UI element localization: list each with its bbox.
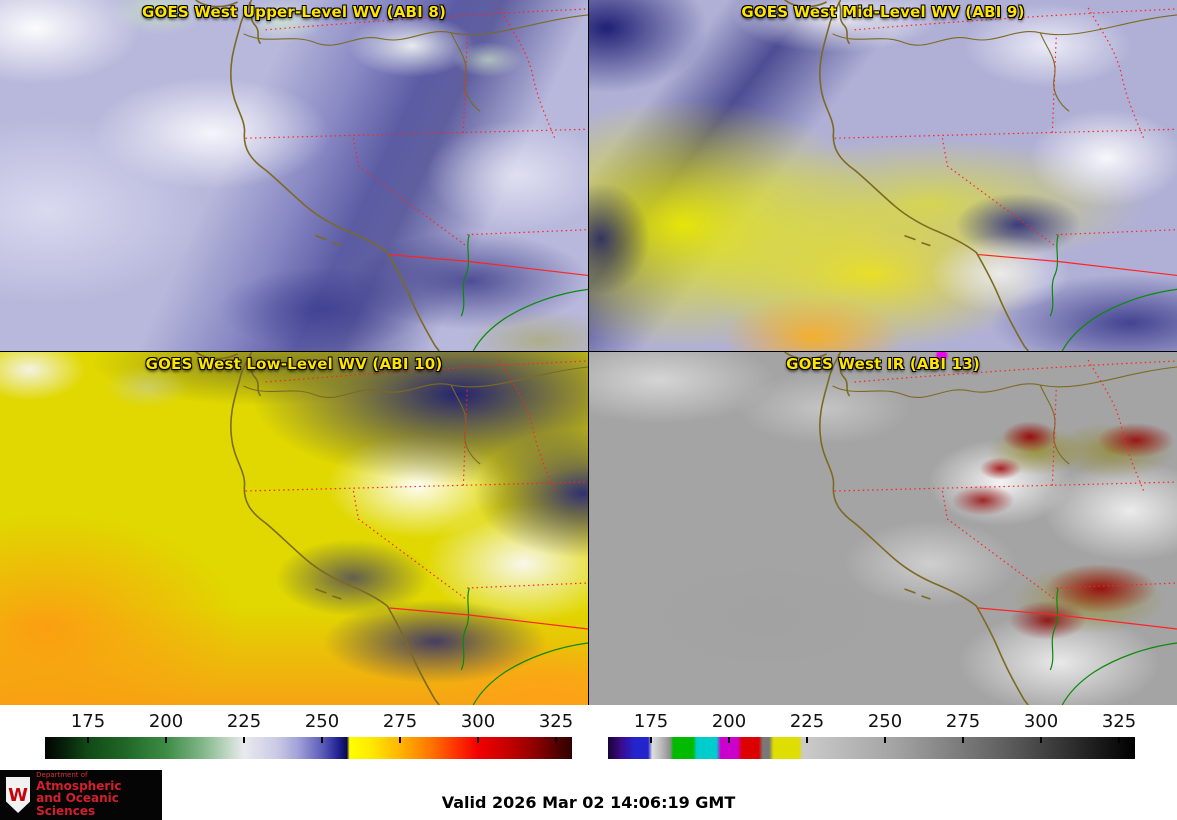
colorbar-strip: 175 200 225 250 275 300 325 175 200 225 … bbox=[0, 705, 1177, 770]
satellite-image-grid: GOES West Upper-Level WV (ABI 8) GOES We… bbox=[0, 0, 1177, 705]
tick-label: 325 bbox=[1101, 711, 1137, 732]
uw-aos-logo-text: Department of Atmospheric and Oceanic Sc… bbox=[36, 771, 162, 818]
tick-label: 300 bbox=[460, 711, 496, 732]
tick-label: 250 bbox=[867, 711, 903, 732]
valid-time-label: Valid 2026 Mar 02 14:06:19 GMT bbox=[441, 793, 736, 812]
uw-aos-logo: W Department of Atmospheric and Oceanic … bbox=[0, 770, 162, 820]
tick-label: 225 bbox=[789, 711, 825, 732]
tick-label: 175 bbox=[633, 711, 669, 732]
colorbar-ir: 175 200 225 250 275 300 325 bbox=[589, 705, 1177, 770]
panel-title-abi8: GOES West Upper-Level WV (ABI 8) bbox=[141, 3, 447, 21]
panel-mid-level-wv-abi9: GOES West Mid-Level WV (ABI 9) bbox=[589, 0, 1177, 352]
panel-upper-level-wv-abi8: GOES West Upper-Level WV (ABI 8) bbox=[0, 0, 589, 352]
logo-line-oceanic-sciences: and Oceanic Sciences bbox=[36, 791, 119, 818]
tick-label: 275 bbox=[945, 711, 981, 732]
tick-label: 200 bbox=[711, 711, 747, 732]
tick-label: 300 bbox=[1023, 711, 1059, 732]
basemap-overlay bbox=[589, 352, 1177, 705]
basemap-overlay bbox=[0, 352, 588, 705]
panel-title-abi10: GOES West Low-Level WV (ABI 10) bbox=[145, 355, 443, 373]
logo-line-department-of: Department of bbox=[36, 771, 88, 780]
colorbar-wv: 175 200 225 250 275 300 325 bbox=[0, 705, 589, 770]
panel-title-abi9: GOES West Mid-Level WV (ABI 9) bbox=[741, 3, 1025, 21]
tick-label: 175 bbox=[70, 711, 106, 732]
basemap-overlay bbox=[0, 0, 588, 351]
footer: W Department of Atmospheric and Oceanic … bbox=[0, 770, 1177, 820]
panel-low-level-wv-abi10: GOES West Low-Level WV (ABI 10) bbox=[0, 352, 589, 705]
colorbar-ir-gradient bbox=[608, 737, 1135, 759]
panel-ir-abi13: GOES West IR (ABI 13) bbox=[589, 352, 1177, 705]
tick-label: 250 bbox=[304, 711, 340, 732]
colorbar-ir-tick-labels: 175 200 225 250 275 300 325 bbox=[608, 711, 1137, 733]
colorbar-wv-gradient bbox=[45, 737, 572, 759]
colorbar-wv-tick-labels: 175 200 225 250 275 300 325 bbox=[45, 711, 574, 733]
panel-title-abi13: GOES West IR (ABI 13) bbox=[786, 355, 980, 373]
tick-label: 325 bbox=[538, 711, 574, 732]
tick-label: 200 bbox=[148, 711, 184, 732]
tick-label: 225 bbox=[226, 711, 262, 732]
basemap-overlay bbox=[589, 0, 1177, 351]
tick-label: 275 bbox=[382, 711, 418, 732]
logo-line-atmospheric: Atmospheric bbox=[36, 778, 122, 793]
